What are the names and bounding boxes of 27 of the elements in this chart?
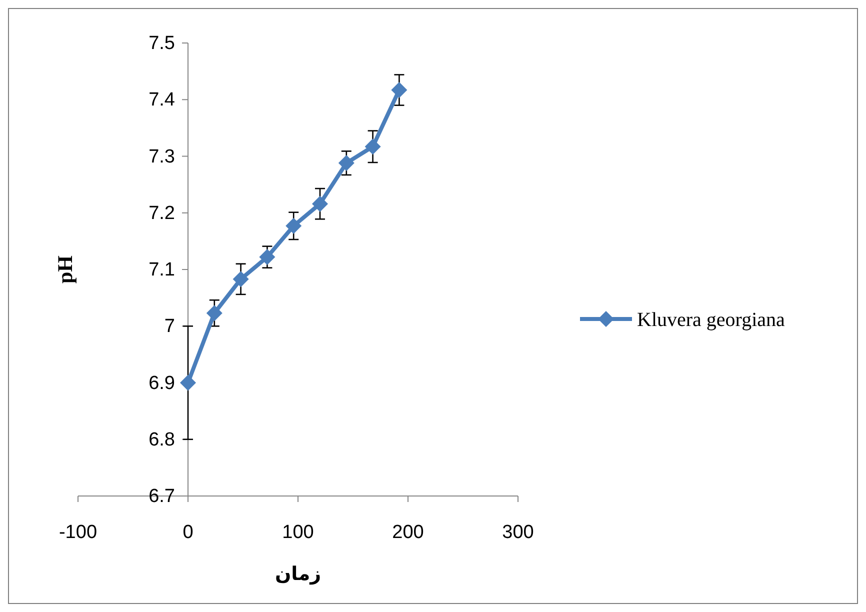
point — [364, 138, 381, 155]
point — [206, 305, 222, 322]
y-tick-label: 7.1 — [148, 260, 175, 280]
x-tick-label: 200 — [392, 522, 424, 543]
y-tick-label: 6.8 — [148, 429, 175, 450]
y-tick-label: 7.5 — [148, 33, 175, 54]
point — [180, 374, 196, 391]
legend-label: Kluvera georgiana — [637, 309, 786, 331]
point — [338, 155, 354, 172]
y-tick-label: 7.3 — [148, 146, 175, 168]
point — [232, 271, 249, 288]
y-tick-label: 7 — [164, 316, 175, 338]
y-tick-label: 6.9 — [148, 372, 175, 394]
legend: Kluvera georgiana — [580, 309, 785, 331]
x-tick-label: 300 — [502, 522, 534, 543]
y-axis-title: pH — [53, 255, 77, 284]
point — [259, 249, 276, 266]
x-tick-label: 100 — [282, 522, 314, 543]
x-tick-label: 0 — [182, 522, 194, 543]
point — [312, 196, 328, 212]
point — [286, 218, 302, 234]
y-tick-label: 7.4 — [148, 90, 176, 111]
point — [391, 82, 408, 98]
x-tick-label: -100 — [58, 522, 98, 543]
y-tick-label: 7.2 — [148, 202, 175, 224]
x-axis-title: زمان — [274, 563, 322, 585]
y-tick-label: 6.7 — [148, 486, 175, 507]
